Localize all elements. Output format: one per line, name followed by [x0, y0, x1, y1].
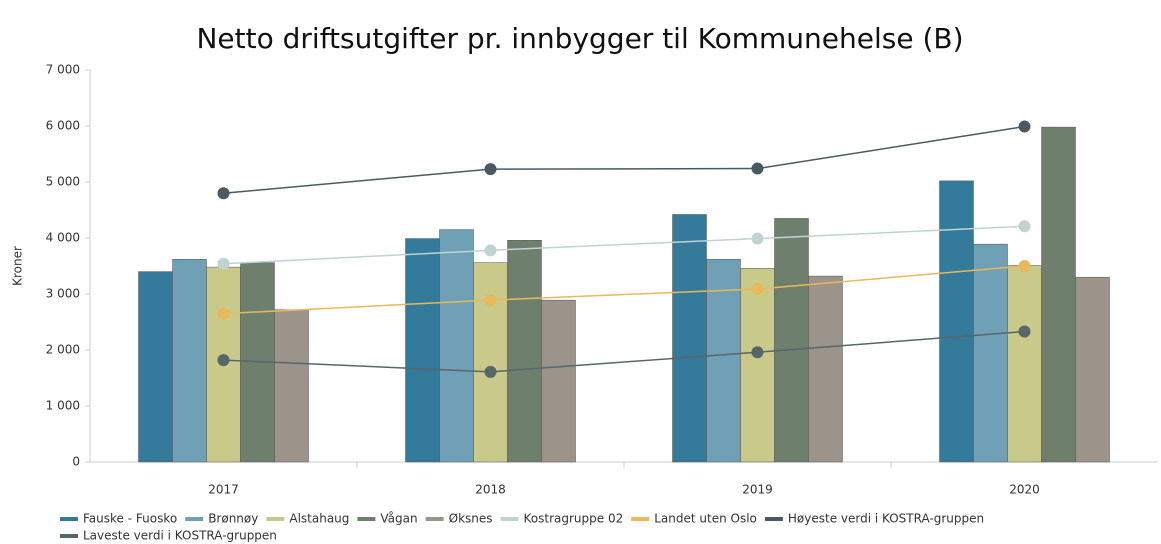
line-point	[484, 244, 497, 257]
bar	[706, 259, 741, 463]
bar	[405, 238, 440, 463]
line-point	[751, 162, 764, 175]
line-point	[217, 307, 230, 320]
bar	[774, 218, 809, 463]
line-point	[1018, 325, 1031, 338]
y-tick-label: 5 000	[46, 175, 80, 189]
line-point	[1018, 120, 1031, 133]
x-tick-label: 2019	[742, 483, 773, 497]
bar	[172, 259, 207, 463]
bar	[507, 239, 542, 463]
line-point	[751, 346, 764, 359]
y-tick-label: 2 000	[46, 343, 80, 357]
line-point	[484, 163, 497, 176]
bar	[541, 299, 576, 463]
legend-label: Fauske - Fuosko	[83, 512, 177, 526]
bar	[973, 243, 1008, 463]
chart-title: Netto driftsutgifter pr. innbygger til K…	[196, 22, 963, 55]
y-tick-label: 6 000	[46, 119, 80, 133]
legend-swatch	[60, 534, 78, 538]
legend-swatch	[500, 517, 519, 521]
line-point	[484, 294, 497, 307]
bar	[274, 309, 309, 463]
legend-swatch	[425, 517, 444, 521]
bar	[473, 262, 508, 463]
y-tick-label: 1 000	[46, 399, 80, 413]
line-point	[1018, 220, 1031, 233]
bar	[439, 229, 474, 463]
line	[223, 265, 1025, 315]
x-tick-label: 2020	[1009, 483, 1040, 497]
bar	[1041, 126, 1076, 463]
legend-swatch	[631, 517, 650, 521]
legend-label: Laveste verdi i KOSTRA-gruppen	[83, 529, 277, 543]
legend-label: Alstahaug	[289, 512, 349, 526]
legend-label: Brønnøy	[208, 512, 258, 526]
bar	[740, 267, 775, 463]
bar	[1075, 276, 1110, 463]
x-tick-label: 2017	[208, 483, 239, 497]
legend-swatch	[185, 517, 204, 521]
bar	[1007, 265, 1042, 463]
bar	[672, 214, 707, 463]
legend-label: Kostragruppe 02	[524, 512, 624, 526]
y-tick-label: 4 000	[46, 231, 80, 245]
legend-label: Landet uten Oslo	[654, 512, 757, 526]
line-point	[751, 282, 764, 295]
line	[223, 330, 1025, 373]
x-tick-label: 2018	[475, 483, 506, 497]
legend-label: Vågan	[380, 512, 417, 526]
legend-swatch	[764, 517, 783, 521]
legend-label: Høyeste verdi i KOSTRA-gruppen	[788, 512, 984, 526]
line-point	[751, 232, 764, 245]
legend-swatch	[60, 517, 78, 521]
y-tick-label: 0	[72, 455, 80, 469]
legend-swatch	[357, 517, 376, 521]
line-point	[217, 354, 230, 367]
legend-label: Øksnes	[449, 512, 493, 526]
line-point	[217, 257, 230, 270]
y-tick-label: 3 000	[46, 287, 80, 301]
bar	[939, 180, 974, 463]
legend-swatch	[266, 517, 285, 521]
y-axis-label: Kroner	[11, 246, 25, 286]
line-point	[484, 365, 497, 378]
line-point	[217, 187, 230, 200]
y-tick-label: 7 000	[46, 63, 80, 77]
line	[223, 125, 1025, 194]
line	[223, 225, 1025, 265]
bar	[138, 271, 173, 463]
bar	[808, 275, 843, 463]
line-point	[1018, 260, 1031, 272]
